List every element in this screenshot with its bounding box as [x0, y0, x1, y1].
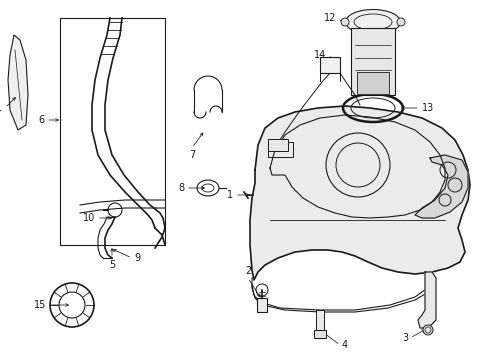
Text: 10: 10: [83, 213, 95, 223]
Text: 13: 13: [422, 103, 434, 113]
Polygon shape: [250, 106, 470, 280]
Bar: [357, 72, 389, 94]
Circle shape: [341, 18, 349, 26]
Text: 2: 2: [245, 266, 251, 276]
Bar: [314, 330, 326, 338]
Bar: [60, 18, 165, 245]
Text: 4: 4: [342, 340, 348, 350]
Bar: [316, 310, 324, 330]
Ellipse shape: [345, 9, 400, 35]
Text: 7: 7: [189, 150, 195, 160]
Text: 9: 9: [134, 253, 140, 263]
Circle shape: [397, 18, 405, 26]
Polygon shape: [415, 155, 468, 218]
Text: 1: 1: [227, 190, 233, 200]
Text: 8: 8: [178, 183, 184, 193]
Bar: [268, 139, 288, 151]
Text: 5: 5: [109, 260, 115, 270]
Text: 14: 14: [314, 50, 326, 60]
Text: 12: 12: [323, 13, 336, 23]
Bar: [268, 142, 293, 157]
Text: 6: 6: [38, 115, 44, 125]
Polygon shape: [8, 35, 28, 130]
Text: 15: 15: [34, 300, 46, 310]
Bar: [257, 298, 267, 312]
Circle shape: [423, 325, 433, 335]
Text: 11: 11: [0, 103, 3, 113]
Bar: [351, 28, 395, 95]
Polygon shape: [418, 272, 436, 328]
Text: 3: 3: [402, 333, 408, 343]
Bar: [320, 57, 340, 73]
